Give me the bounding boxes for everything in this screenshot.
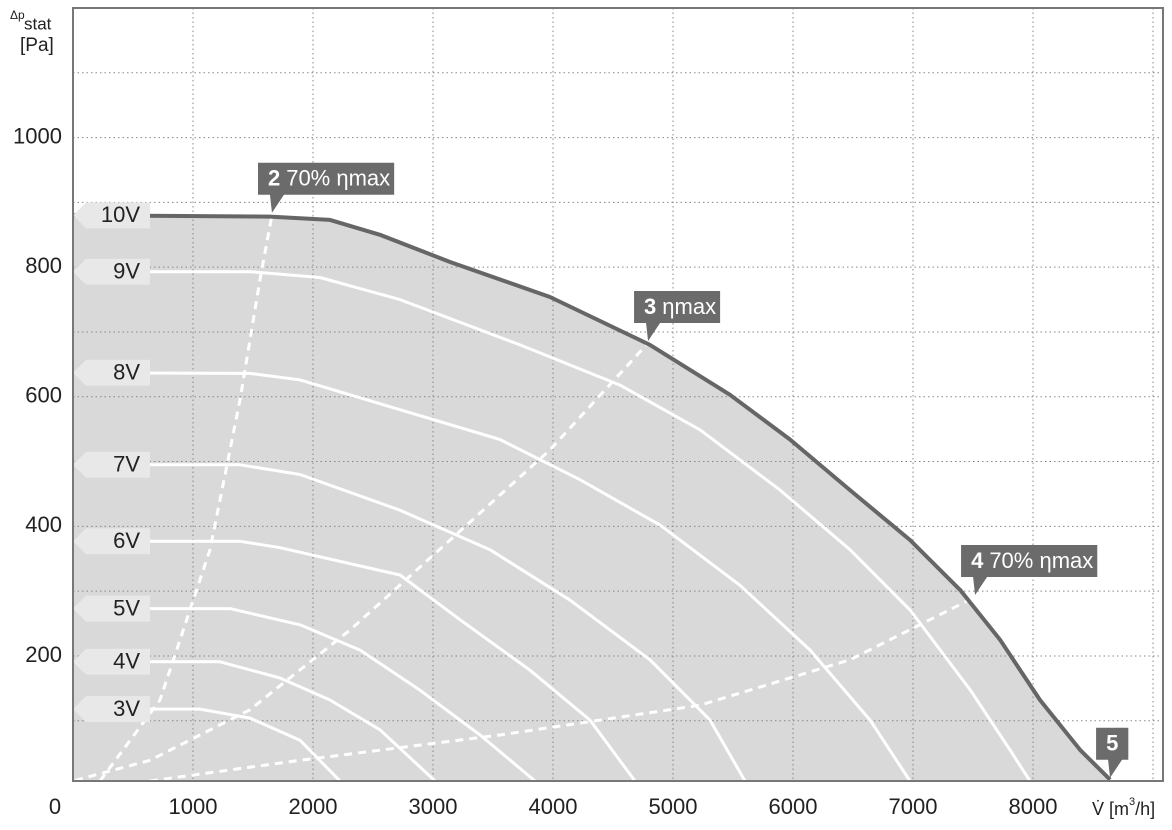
annotation-text: 2 70% ηmax	[268, 166, 390, 191]
line-series	[73, 539, 637, 782]
x-axis-label: V̇ [m3/h]	[1092, 796, 1155, 819]
legend-tag	[73, 696, 150, 723]
efficiency-line	[74, 341, 650, 782]
x-tick-label: 3000	[409, 794, 458, 819]
x-tick-label: 2000	[289, 794, 338, 819]
legend-label: 3V	[113, 696, 140, 721]
x-label-unit-post: /h]	[1135, 799, 1155, 819]
legend-tag	[73, 595, 150, 622]
legend-tag	[73, 528, 150, 555]
x-label-sup: 3	[1129, 796, 1135, 808]
legend-label: 4V	[113, 649, 140, 674]
legend-label: 5V	[113, 595, 140, 620]
annotation-number: 5	[1106, 731, 1118, 756]
annotation-number: 3	[644, 294, 656, 319]
x-tick-label: 4000	[529, 794, 578, 819]
plot-frame	[72, 7, 1164, 782]
y-label-sub: stat	[24, 14, 52, 33]
line-series	[73, 707, 342, 783]
y-tick-label: 800	[25, 253, 62, 278]
annotation-text: 4 70% ηmax	[971, 548, 1093, 573]
annotation-label: ηmax	[662, 294, 716, 319]
legend-label: 6V	[113, 528, 140, 553]
y-label-unit: [Pa]	[20, 35, 54, 56]
annotation-label: 70% ηmax	[286, 166, 390, 191]
annotation-box	[961, 544, 1098, 595]
x-tick-label: 1000	[169, 794, 218, 819]
efficiency-line	[149, 595, 976, 783]
annotation-box	[1096, 727, 1129, 778]
area-fill	[73, 215, 1111, 782]
line-series	[72, 371, 912, 782]
y-axis-label: Δp stat [Pa]	[10, 8, 54, 56]
annotation-box	[257, 162, 395, 213]
legend-label: 8V	[113, 360, 140, 385]
annotation: 4 70% ηmax	[961, 544, 1098, 595]
legend-label: 9V	[113, 259, 140, 284]
legend-tag	[73, 451, 150, 478]
annotation: 2 70% ηmax	[257, 162, 395, 213]
annotation-label: 70% ηmax	[989, 548, 1093, 573]
legend-tag	[73, 648, 150, 675]
annotation-number: 4	[971, 548, 984, 573]
annotation-number: 2	[268, 166, 280, 191]
x-label-unit: [m	[1109, 799, 1129, 819]
annotation: 5	[1096, 727, 1129, 778]
legend-tag	[73, 258, 150, 285]
legend-tag	[73, 359, 150, 386]
y-label-symbol: Δp	[10, 8, 25, 22]
annotation-box	[634, 290, 721, 341]
line-series	[73, 270, 1032, 782]
x-tick-label: 5000	[649, 794, 698, 819]
legend-tag	[73, 202, 150, 229]
y-tick-label: 600	[25, 383, 62, 408]
line-series	[72, 213, 1112, 782]
line-series	[73, 463, 747, 782]
annotation-text: 5	[1106, 731, 1118, 756]
y-tick-label: 200	[25, 642, 62, 667]
y-tick-label: 400	[25, 512, 62, 537]
line-series	[73, 660, 437, 783]
line-series	[73, 607, 536, 783]
x-tick-label: 0	[49, 794, 61, 819]
x-tick-label: 8000	[1009, 794, 1058, 819]
legend-label: 7V	[113, 452, 140, 477]
annotation-text: 3 ηmax	[644, 294, 716, 319]
y-tick-label: 1000	[13, 123, 62, 148]
x-label-symbol: V̇	[1092, 799, 1104, 819]
x-tick-label: 6000	[769, 794, 818, 819]
annotation: 3 ηmax	[634, 290, 721, 341]
legend-label: 10V	[101, 202, 140, 227]
x-tick-label: 7000	[889, 794, 938, 819]
